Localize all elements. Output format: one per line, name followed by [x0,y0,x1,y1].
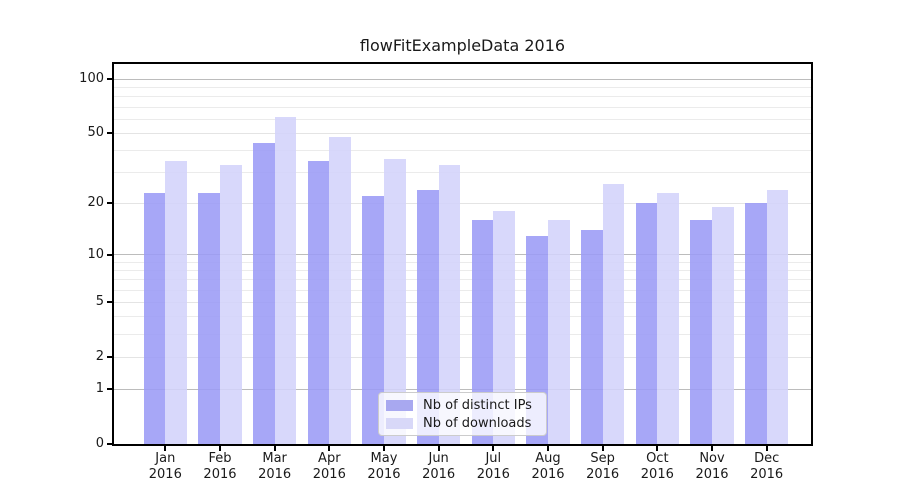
y-tick-label-1: 1 [95,381,104,397]
gridline-20 [114,202,811,204]
x-tick-label-jan: Jan 2016 [148,451,182,482]
legend-label-downloads: Nb of downloads [423,415,532,431]
y-tick-label-20: 20 [87,195,104,211]
gridline-1 [114,388,811,390]
x-tick-label-jun: Jun 2016 [422,451,456,482]
x-tick-mark-jan [164,446,167,451]
x-tick-label-feb: Feb 2016 [203,451,237,482]
bar-downloads-dec [766,189,789,444]
y-tick-label-0: 0 [95,436,104,451]
y-tick-mark-10 [107,253,112,256]
x-tick-label-nov: Nov 2016 [695,451,729,482]
x-tick-label-sep: Sep 2016 [586,451,620,482]
y-tick-label-100: 100 [79,71,104,87]
bar-downloads-aug [547,220,570,444]
gridline-90 [114,87,811,89]
bar-distinct-ips-jan [143,192,166,444]
gridline-30 [114,172,811,174]
legend-swatch-distinct-ips [386,399,413,411]
gridline-6 [114,289,811,291]
bar-distinct-ips-may [362,196,384,444]
bar-downloads-oct [657,192,680,444]
gridline-4 [114,316,811,318]
gridline-7 [114,279,811,281]
x-tick-mark-aug [546,446,549,451]
x-tick-label-oct: Oct 2016 [640,451,674,482]
x-tick-mark-oct [656,446,659,451]
legend-item-distinct-ips: Nb of distinct IPs [386,397,539,413]
legend: Nb of distinct IPs Nb of downloads [378,392,547,436]
y-tick-mark-50 [107,132,112,135]
y-tick-label-50: 50 [87,125,104,141]
bar-downloads-may [383,158,406,444]
bar-distinct-ips-apr [307,160,330,444]
bar-downloads-jan [165,160,188,444]
gridline-8 [114,269,811,271]
x-tick-label-dec: Dec 2016 [750,451,784,482]
x-tick-label-jul: Jul 2016 [476,451,510,482]
gridline-50 [114,132,811,134]
y-tick-mark-2 [107,356,112,359]
y-tick-label-2: 2 [95,349,104,365]
gridline-60 [114,118,811,120]
gridline-40 [114,150,811,152]
y-tick-label-10: 10 [87,246,104,262]
bar-downloads-apr [329,136,352,444]
gridline-70 [114,106,811,108]
gridline-5 [114,301,811,303]
gridline-3 [114,333,811,335]
y-tick-mark-0 [107,443,112,445]
bar-distinct-ips-oct [635,203,658,444]
plot-area [112,62,813,446]
bar-distinct-ips-aug [526,235,548,444]
bar-downloads-mar [274,116,297,444]
x-tick-mark-nov [711,446,713,451]
gridline-80 [114,96,811,98]
gridline-2 [114,356,811,358]
y-tick-mark-20 [107,202,112,205]
chart-title: flowFitExampleData 2016 [359,36,566,55]
legend-item-downloads: Nb of downloads [386,415,539,431]
x-tick-mark-sep [601,446,604,451]
x-tick-mark-dec [765,446,768,451]
x-tick-label-apr: Apr 2016 [312,451,346,482]
bar-downloads-nov [712,207,734,444]
bar-downloads-jul [493,211,516,444]
x-tick-label-mar: Mar 2016 [258,451,292,482]
gridline-100 [114,78,811,80]
gridline-10 [114,254,811,256]
bar-distinct-ips-sep [580,230,603,444]
bar-distinct-ips-jun [416,189,439,444]
y-tick-mark-1 [107,388,112,391]
x-tick-label-may: May 2016 [367,451,401,482]
y-tick-label-5: 5 [95,294,104,310]
bar-distinct-ips-nov [690,220,712,444]
y-tick-mark-100 [107,78,112,81]
x-tick-mark-jun [437,446,440,451]
x-tick-mark-may [382,446,385,451]
bar-distinct-ips-jul [471,220,494,444]
x-tick-label-aug: Aug 2016 [531,451,565,482]
bar-downloads-feb [219,165,242,444]
x-tick-mark-apr [328,446,331,451]
x-tick-mark-feb [218,446,221,451]
legend-label-distinct-ips: Nb of distinct IPs [423,397,532,413]
x-tick-mark-mar [273,446,276,451]
bar-distinct-ips-feb [198,192,220,444]
y-tick-mark-5 [107,301,112,304]
bar-distinct-ips-mar [252,143,275,444]
gridline-9 [114,261,811,263]
bar-downloads-jun [438,165,461,444]
x-tick-mark-jul [492,446,495,451]
bar-distinct-ips-dec [744,203,767,444]
legend-swatch-downloads [386,417,413,429]
bar-downloads-sep [602,183,625,444]
